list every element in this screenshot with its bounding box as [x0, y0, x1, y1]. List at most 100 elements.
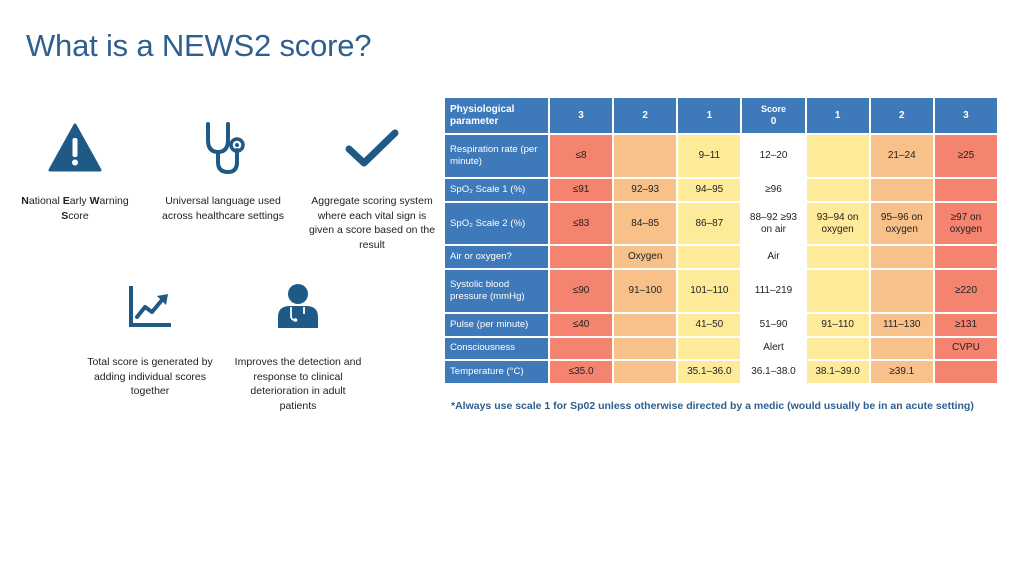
- score-cell: ≤91: [547, 176, 615, 203]
- score-cell: [676, 335, 743, 362]
- score-cell: 91–110: [804, 312, 871, 338]
- score-cell: ≥39.1: [868, 359, 935, 385]
- param-label: Consciousness: [443, 335, 550, 362]
- checkmark-icon: [306, 118, 438, 178]
- feature-news-acronym: National Early Warning Score: [8, 118, 142, 223]
- score-cell: ≤90: [547, 268, 615, 314]
- table-row: SpO₂ Scale 2 (%) ≤83 84–85 86–87 88–92 ≥93 o…: [443, 200, 1000, 247]
- score-cell: 12–20: [740, 133, 807, 179]
- feature-total-score: Total score is generated by adding indiv…: [84, 276, 216, 399]
- score-cell: ≤40: [547, 312, 615, 338]
- table-row: Respiration rate (per minute) ≤8 9–11 12–20…: [443, 133, 1000, 179]
- score-cell: 38.1–39.0: [804, 359, 871, 385]
- param-header: Physiological parameter: [443, 96, 550, 135]
- feature-caption-total: Total score is generated by adding indiv…: [87, 356, 213, 397]
- score-cell: [804, 176, 871, 203]
- score-cell: 95–96 on oxygen: [868, 200, 935, 247]
- score-cell: [676, 244, 743, 271]
- score-cell: ≥96: [740, 176, 807, 203]
- param-label: Pulse (per minute): [443, 312, 550, 338]
- score-cell: 94–95: [676, 176, 743, 203]
- score-cell: [612, 359, 679, 385]
- feature-caption-aggregate: Aggregate scoring system where each vita…: [308, 195, 436, 251]
- score-cell: ≥131: [932, 312, 1000, 338]
- clinician-icon: [232, 276, 364, 336]
- param-label: SpO₂ Scale 2 (%): [443, 200, 550, 247]
- stethoscope-icon: [156, 118, 290, 178]
- table-row: Temperature (°C) ≤35.0 35.1–36.0 36.1–38.0 3…: [443, 359, 1000, 385]
- table-header-row: Physiological parameter 3 2 1 Score 0 1 2…: [443, 96, 1000, 135]
- table-row: Air or oxygen? Oxygen Air: [443, 244, 1000, 271]
- score-cell: Oxygen: [612, 244, 679, 271]
- score-cell: 93–94 on oxygen: [804, 200, 871, 247]
- score-col-header: 2: [868, 96, 935, 135]
- score-cell: [804, 335, 871, 362]
- score-cell: [932, 359, 1000, 385]
- feature-caption-detection: Improves the detection and response to c…: [234, 356, 362, 412]
- param-label: SpO₂ Scale 1 (%): [443, 176, 550, 203]
- score-cell: ≥220: [932, 268, 1000, 314]
- score-cell: [932, 176, 1000, 203]
- trend-chart-icon: [84, 276, 216, 336]
- score-cell: ≥97 on oxygen: [932, 200, 1000, 247]
- score-cell: [804, 133, 871, 179]
- feature-caption-universal: Universal language used across healthcar…: [162, 195, 284, 222]
- score-cell: 36.1–38.0: [740, 359, 807, 385]
- table-row: Pulse (per minute) ≤40 41–50 51–90 91–110 111…: [443, 312, 1000, 338]
- score-cell: 21–24: [868, 133, 935, 179]
- score-cell: 84–85: [612, 200, 679, 247]
- score-cell: [612, 335, 679, 362]
- score-header: Score: [760, 104, 786, 114]
- score-cell: [868, 335, 935, 362]
- score-cell: [868, 176, 935, 203]
- table-row: SpO₂ Scale 1 (%) ≤91 92–93 94–95 ≥96: [443, 176, 1000, 203]
- score-cell: 9–11: [676, 133, 743, 179]
- score-cell: [868, 244, 935, 271]
- score-cell: 111–219: [740, 268, 807, 314]
- score-cell: 91–100: [612, 268, 679, 314]
- score-cell: [932, 244, 1000, 271]
- score-col-header: 1: [676, 96, 743, 135]
- score-cell: 86–87: [676, 200, 743, 247]
- feature-universal-language: Universal language used across healthcar…: [156, 118, 290, 223]
- score-cell: 92–93: [612, 176, 679, 203]
- score-col-header: 3: [932, 96, 1000, 135]
- table-row: Consciousness Alert CVPU: [443, 335, 1000, 362]
- score-col-header: 1: [804, 96, 871, 135]
- score-cell: ≥25: [932, 133, 1000, 179]
- page-title: What is a NEWS2 score?: [26, 28, 372, 63]
- score-cell: ≤35.0: [547, 359, 615, 385]
- score-cell: 111–130: [868, 312, 935, 338]
- score-col-header-zero: Score 0: [740, 96, 807, 135]
- score-cell: [547, 335, 615, 362]
- news2-scoring-table: Physiological parameter 3 2 1 Score 0 1 2…: [443, 96, 1000, 385]
- score-cell: ≤83: [547, 200, 615, 247]
- feature-improves-detection: Improves the detection and response to c…: [232, 276, 364, 413]
- score-cell: CVPU: [932, 335, 1000, 362]
- score-col-header: 2: [612, 96, 679, 135]
- warning-triangle-icon: [8, 118, 142, 178]
- table-row: Systolic blood pressure (mmHg) ≤90 91–100 1…: [443, 268, 1000, 314]
- score-cell: [612, 312, 679, 338]
- score-cell: ≤8: [547, 133, 615, 179]
- score-cell: [804, 244, 871, 271]
- param-label: Temperature (°C): [443, 359, 550, 385]
- feature-aggregate-scoring: Aggregate scoring system where each vita…: [306, 118, 438, 252]
- score-cell: 51–90: [740, 312, 807, 338]
- footnote: *Always use scale 1 for Sp02 unless othe…: [451, 400, 974, 412]
- score-cell: Alert: [740, 335, 807, 362]
- param-label: Systolic blood pressure (mmHg): [443, 268, 550, 314]
- score-cell: [804, 268, 871, 314]
- score-cell: [547, 244, 615, 271]
- param-label: Air or oxygen?: [443, 244, 550, 271]
- param-label: Respiration rate (per minute): [443, 133, 550, 179]
- score-cell: 101–110: [676, 268, 743, 314]
- score-cell: Air: [740, 244, 807, 271]
- score-cell: 88–92 ≥93 on air: [740, 200, 807, 247]
- score-cell: 41–50: [676, 312, 743, 338]
- score-cell: 35.1–36.0: [676, 359, 743, 385]
- score-cell: [868, 268, 935, 314]
- feature-caption-news: National Early Warning Score: [21, 195, 129, 222]
- score-col-header: 3: [547, 96, 615, 135]
- score-cell: [612, 133, 679, 179]
